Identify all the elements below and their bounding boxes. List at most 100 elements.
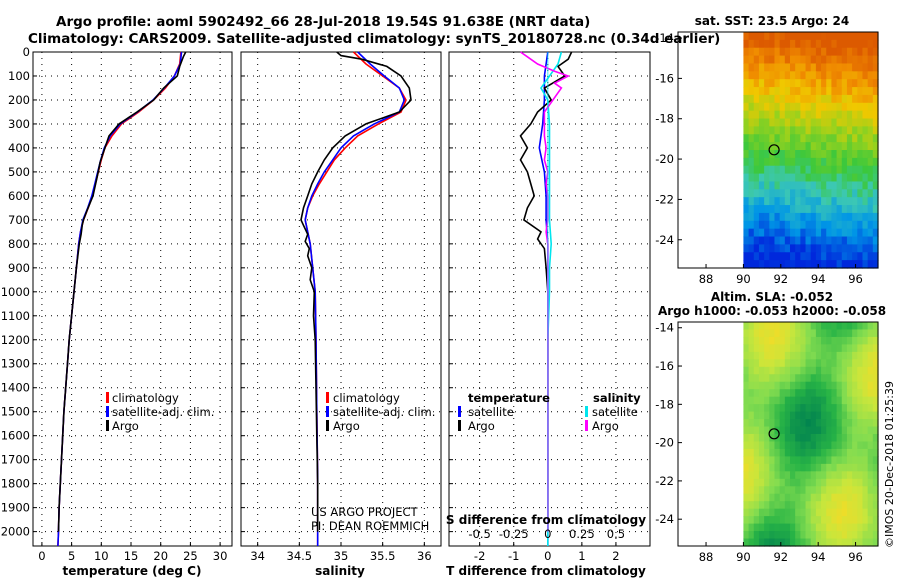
heatmap-cell — [810, 260, 817, 269]
heatmap-cell — [857, 411, 864, 420]
heatmap-cell — [826, 55, 833, 65]
heatmap-cell — [857, 173, 864, 183]
heatmap-cell — [805, 344, 812, 353]
heatmap-cell — [836, 134, 843, 143]
heatmap-cell — [846, 359, 853, 368]
heatmap-cell — [831, 493, 838, 502]
heatmap-cell — [826, 205, 833, 214]
heatmap-cell — [831, 220, 838, 230]
heatmap-cell — [872, 110, 879, 120]
heatmap-cell — [872, 486, 879, 495]
heatmap-cell — [862, 381, 869, 390]
heatmap-cell — [862, 396, 869, 405]
heatmap-cell — [815, 448, 822, 457]
heatmap-cell — [852, 142, 858, 151]
heatmap-cell — [857, 501, 864, 510]
heatmap-cell — [805, 366, 812, 375]
heatmap-cell — [753, 329, 760, 338]
heatmap-cell — [852, 531, 858, 540]
heatmap-cell — [758, 228, 765, 238]
heatmap-cell — [857, 351, 864, 360]
heatmap-cell — [810, 181, 817, 190]
heatmap-cell — [748, 381, 755, 390]
heatmap-cell — [821, 260, 827, 269]
heatmap-cell — [867, 236, 874, 245]
heatmap-cell — [800, 471, 807, 480]
heatmap-cell — [872, 228, 879, 238]
heatmap-cell — [846, 411, 853, 420]
heatmap-cell — [810, 118, 817, 127]
heatmap-cell — [800, 389, 807, 398]
heatmap-cell — [784, 434, 791, 443]
heatmap-cell — [753, 32, 760, 41]
heatmap-cell — [821, 516, 827, 525]
heatmap-cell — [784, 55, 791, 65]
heatmap-cell — [764, 471, 770, 480]
heatmap-cell — [852, 463, 858, 472]
heatmap-cell — [784, 493, 791, 502]
heatmap-cell — [769, 118, 776, 127]
heatmap-cell — [826, 228, 833, 238]
heatmap-cell — [753, 142, 760, 151]
heatmap-cell — [831, 456, 838, 465]
heatmap-cell — [852, 55, 858, 65]
heatmap-cell — [779, 150, 786, 159]
heatmap-cell — [805, 94, 812, 104]
heatmap-cell — [790, 244, 796, 253]
heatmap-cell — [764, 157, 770, 167]
heatmap-cell — [784, 441, 791, 450]
heatmap-cell — [774, 220, 781, 230]
heatmap-cell — [857, 538, 864, 547]
heatmap-cell — [841, 322, 848, 331]
heatmap-cell — [753, 197, 760, 206]
heatmap-cell — [826, 486, 833, 495]
heatmap-cell — [758, 189, 765, 198]
heatmap-cell — [867, 359, 874, 368]
heatmap-cell — [774, 118, 781, 127]
heatmap-cell — [821, 478, 827, 487]
heatmap-cell — [852, 374, 858, 383]
heatmap-cell — [841, 538, 848, 547]
heatmap-cell — [800, 336, 807, 345]
heatmap-cell — [769, 456, 776, 465]
heatmap-cell — [815, 411, 822, 420]
heatmap-cell — [800, 252, 807, 261]
heatmap-cell — [779, 252, 786, 261]
heatmap-cell — [784, 478, 791, 487]
heatmap-cell — [774, 538, 781, 547]
heatmap-cell — [872, 260, 879, 269]
heatmap-cell — [862, 189, 869, 198]
heatmap-cell — [764, 87, 770, 96]
heatmap-cell — [774, 39, 781, 49]
heatmap-cell — [764, 351, 770, 360]
heatmap-cell — [821, 366, 827, 375]
heatmap-cell — [779, 359, 786, 368]
heatmap-cell — [764, 260, 770, 269]
heatmap-cell — [836, 508, 843, 517]
heatmap-cell — [805, 463, 812, 472]
heatmap-cell — [862, 322, 869, 331]
heatmap-cell — [867, 142, 874, 151]
heatmap-cell — [857, 47, 864, 57]
heatmap-cell — [753, 110, 760, 120]
heatmap-cell — [753, 236, 760, 245]
heatmap-cell — [758, 404, 765, 413]
heatmap-cell — [764, 134, 770, 143]
heatmap-cell — [774, 456, 781, 465]
heatmap-cell — [872, 448, 879, 457]
heatmap-cell — [841, 79, 848, 88]
heatmap-cell — [743, 118, 750, 127]
heatmap-cell — [790, 32, 796, 41]
heatmap-cell — [841, 441, 848, 450]
heatmap-cell — [836, 126, 843, 135]
heatmap-cell — [815, 344, 822, 353]
heatmap-cell — [846, 32, 853, 41]
heatmap-cell — [815, 150, 822, 159]
heatmap-cell — [821, 404, 827, 413]
heatmap-cell — [805, 181, 812, 190]
heatmap-cell — [826, 441, 833, 450]
heatmap-cell — [769, 197, 776, 206]
heatmap-cell — [764, 252, 770, 261]
heatmap-cell — [826, 381, 833, 390]
heatmap-cell — [774, 463, 781, 472]
